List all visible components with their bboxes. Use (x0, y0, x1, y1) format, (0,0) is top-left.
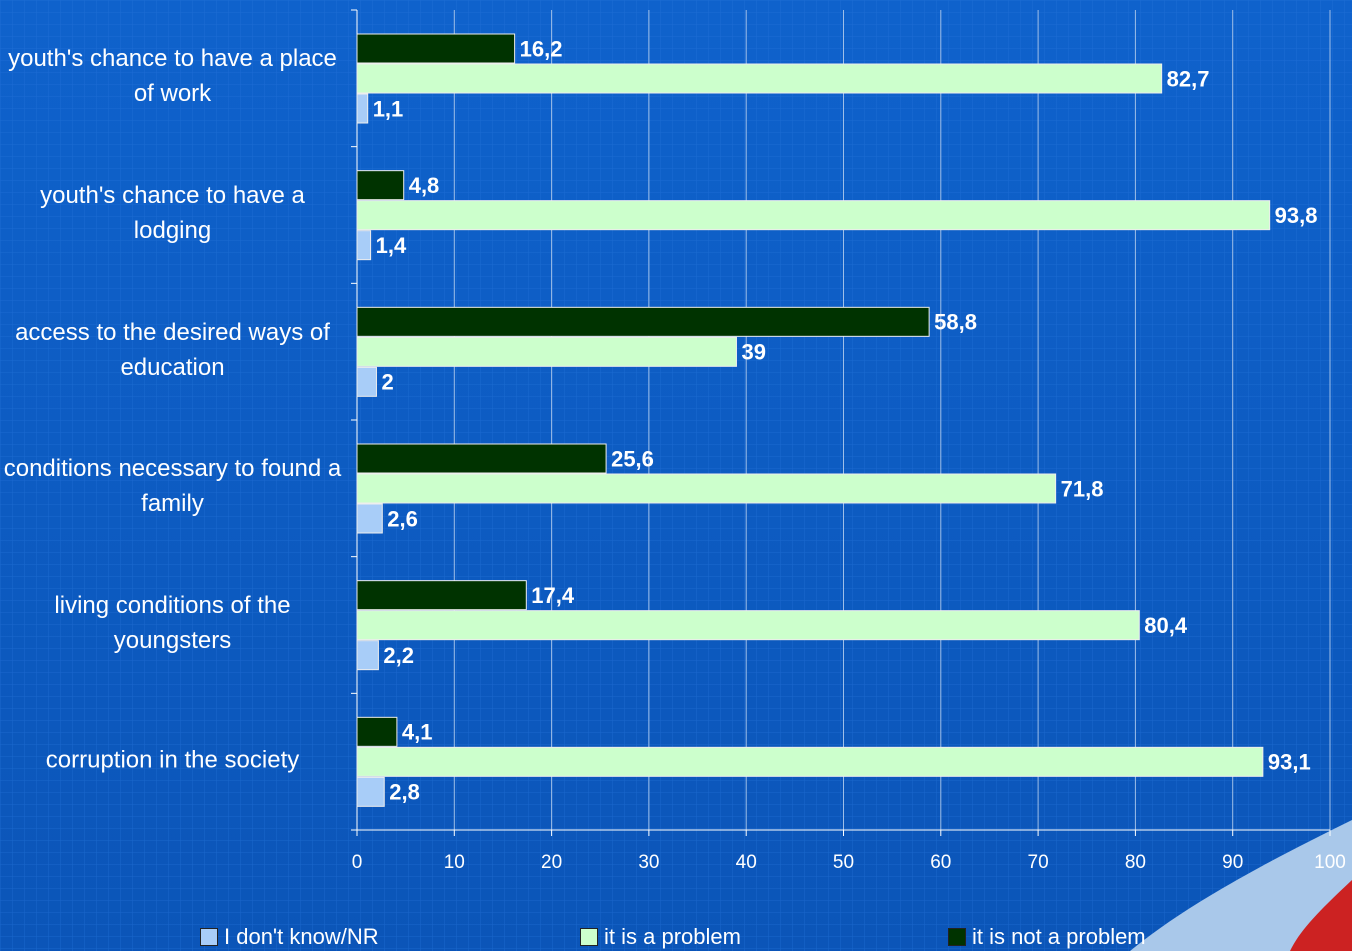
data-label: 39 (741, 340, 765, 365)
legend-label: it is not a problem (972, 924, 1146, 949)
legend-swatch (200, 928, 218, 946)
data-label: 58,8 (934, 310, 977, 335)
x-tick-label: 40 (736, 852, 757, 873)
data-label: 93,1 (1268, 750, 1311, 775)
category-label: conditions necessary to found a family (3, 455, 342, 518)
data-label: 2,8 (389, 780, 420, 805)
legend-swatch (580, 928, 598, 946)
bar (356, 230, 372, 261)
bar (356, 63, 1163, 94)
legend-item: it is not a problem (948, 924, 1146, 950)
category-label: youth's chance to have a lodging (40, 182, 305, 244)
data-label: 4,8 (409, 173, 440, 198)
data-label: 2,6 (387, 506, 418, 531)
bar (356, 776, 385, 807)
bar (356, 200, 1271, 231)
bar (356, 473, 1057, 504)
x-tick-label: 50 (833, 852, 854, 873)
data-label: 80,4 (1144, 613, 1188, 638)
x-tick-label: 30 (638, 852, 659, 873)
category-label: youth's chance to have a place of work (8, 45, 337, 108)
bar (356, 580, 527, 611)
category-label: access to the desired ways of education (15, 318, 330, 381)
data-label: 93,8 (1275, 203, 1318, 228)
data-label: 16,2 (520, 36, 563, 61)
legend-item: I don't know/NR (200, 924, 379, 950)
bar (356, 443, 607, 474)
bar (356, 503, 383, 534)
decoration (1130, 820, 1352, 951)
x-tick-label: 100 (1314, 852, 1346, 873)
x-tick-label: 90 (1222, 852, 1243, 873)
decoration (1290, 880, 1352, 951)
x-tick-label: 60 (930, 852, 951, 873)
legend-swatch (948, 928, 966, 946)
bar (356, 746, 1264, 777)
x-tick-label: 70 (1028, 852, 1049, 873)
category-label: living conditions of the youngsters (54, 592, 291, 654)
data-label: 4,1 (402, 720, 433, 745)
data-label: 2,2 (383, 643, 414, 668)
legend-item: it is a problem (580, 924, 741, 950)
legend-label: it is a problem (604, 924, 741, 949)
data-label: 1,4 (376, 233, 407, 258)
bar (356, 33, 516, 64)
data-label: 71,8 (1061, 476, 1104, 501)
x-tick-label: 10 (444, 852, 465, 873)
legend-label: I don't know/NR (224, 924, 379, 949)
data-label: 2 (381, 370, 393, 395)
data-label: 25,6 (611, 446, 654, 471)
bar (356, 93, 369, 124)
x-tick-label: 0 (352, 852, 363, 873)
bar (356, 610, 1140, 641)
category-label: corruption in the society (45, 746, 300, 774)
bar (356, 306, 930, 337)
bar (356, 366, 377, 397)
bar (356, 716, 398, 747)
bar (356, 170, 405, 201)
data-label: 1,1 (373, 96, 404, 121)
bar (356, 640, 379, 671)
data-label: 82,7 (1167, 66, 1210, 91)
bar (356, 336, 737, 367)
x-tick-label: 20 (541, 852, 562, 873)
x-tick-label: 80 (1125, 852, 1146, 873)
data-label: 17,4 (531, 583, 575, 608)
